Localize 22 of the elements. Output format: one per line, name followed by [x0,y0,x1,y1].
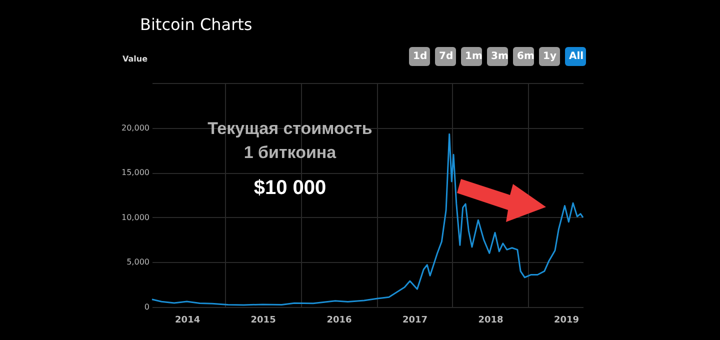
range-button[interactable]: 1y [539,47,560,66]
y-axis-title: Value [122,54,148,64]
y-tick-label: 0 [144,302,150,312]
range-button[interactable]: 1m [461,47,482,66]
y-tick-label: 15,000 [122,168,150,178]
range-button[interactable]: 6m [513,47,534,66]
x-tick-label: 2018 [478,316,504,326]
range-button[interactable]: 3m [487,47,508,66]
x-tick-label: 2016 [326,316,352,326]
annotation: Текущая стоимость 1 биткоина [206,118,374,164]
x-tick-label: 2014 [175,316,200,326]
x-tick-label: 2017 [402,316,428,326]
range-button[interactable]: All [565,47,586,66]
chart-title: Bitcoin Charts [140,15,252,34]
y-tick-label: 5,000 [126,258,150,267]
y-tick-label: 10,000 [122,212,150,222]
x-tick-label: 2015 [250,316,276,326]
x-tick-label: 2019 [554,316,580,326]
annotation: $10 000 [252,176,328,201]
y-tick-label: 20,000 [122,123,150,132]
range-button[interactable]: 1d [409,47,430,66]
range-button[interactable]: 7d [435,47,456,66]
